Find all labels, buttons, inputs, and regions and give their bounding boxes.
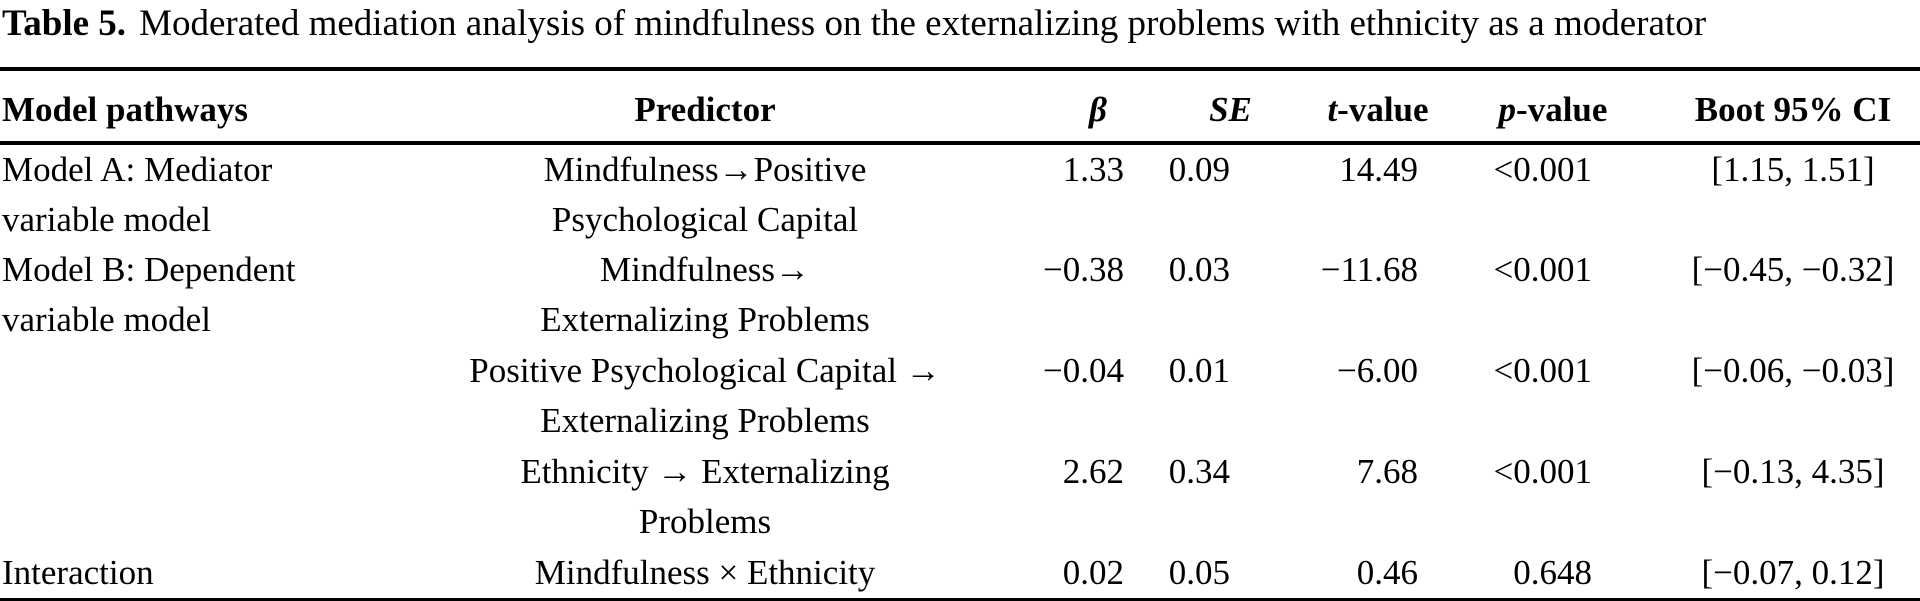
cell-predictor: Mindfulness→Positive Psychological Capit… [415, 143, 995, 245]
cell-pathway: Model A: Mediator variable model [0, 143, 415, 245]
results-table: Model pathways Predictor β SE t-value p-… [0, 67, 1920, 601]
pathway-line-2: variable model [2, 300, 211, 339]
cell-predictor: Positive Psychological Capital → Externa… [415, 346, 995, 447]
cell-beta: −0.38 [1043, 250, 1124, 289]
table-row: Ethnicity → Externalizing Problems 2.62 … [0, 447, 1920, 548]
col-header-t-value: t-value [1260, 69, 1440, 145]
cell-boot-ci: [−0.13, 4.35] [1701, 452, 1885, 491]
col-header-se: SE [1145, 69, 1260, 145]
cell-boot-ci: [−0.45, −0.32] [1691, 250, 1895, 289]
col-header-boot-ci: Boot 95% CI [1610, 69, 1920, 145]
table-caption-label: Table 5. [2, 3, 127, 44]
table-row: Model B: Dependent variable model Mindfu… [0, 245, 1920, 346]
header-row: Model pathways Predictor β SE t-value p-… [0, 69, 1920, 145]
table-row: Positive Psychological Capital → Externa… [0, 346, 1920, 447]
cell-se: 0.05 [1168, 553, 1230, 592]
col-header-p-value: p-value [1440, 69, 1610, 145]
table-row: Interaction Mindfulness × Ethnicity 0.02… [0, 548, 1920, 601]
col-header-model-pathways: Model pathways [0, 69, 415, 145]
predictor-line-2: Externalizing Problems [540, 300, 870, 339]
table-caption-text: Moderated mediation analysis of mindfuln… [139, 3, 1707, 44]
cell-pathway: Interaction [0, 548, 415, 601]
cell-p-value: <0.001 [1493, 452, 1593, 491]
cell-boot-ci: [1.15, 1.51] [1711, 150, 1875, 189]
p-value-italic-p: p [1498, 90, 1517, 129]
cell-p-value: <0.001 [1493, 351, 1593, 390]
cell-t-value: 0.46 [1356, 553, 1418, 592]
pathway-line-1: Model B: Dependent [2, 250, 296, 289]
predictor-line-1: Mindfulness→Positive [543, 150, 867, 189]
cell-t-value: 7.68 [1356, 452, 1418, 491]
cell-beta: −0.04 [1043, 351, 1124, 390]
col-header-predictor: Predictor [415, 69, 995, 145]
cell-t-value: 14.49 [1339, 150, 1418, 189]
cell-se: 0.03 [1168, 250, 1230, 289]
predictor-line-1: Positive Psychological Capital → [469, 351, 941, 390]
cell-beta: 1.33 [1062, 150, 1124, 189]
cell-pathway [0, 346, 415, 447]
predictor-line-1: Mindfulness→ [600, 250, 810, 289]
cell-se: 0.01 [1168, 351, 1230, 390]
cell-p-value: <0.001 [1493, 150, 1593, 189]
predictor-line-2: Externalizing Problems [540, 401, 870, 440]
pathway-line-1: Model A: Mediator [2, 150, 273, 189]
predictor-line-2: Problems [638, 502, 772, 541]
t-value-suffix: -value [1337, 90, 1429, 129]
table-row: Model A: Mediator variable model Mindful… [0, 143, 1920, 245]
cell-boot-ci: [−0.07, 0.12] [1701, 553, 1885, 592]
cell-p-value: <0.001 [1493, 250, 1593, 289]
cell-se: 0.34 [1168, 452, 1230, 491]
cell-t-value: −6.00 [1337, 351, 1418, 390]
cell-p-value: 0.648 [1513, 553, 1592, 592]
cell-predictor: Mindfulness→ Externalizing Problems [415, 245, 995, 346]
pathway-line-1: Interaction [2, 553, 154, 592]
table-caption: Table 5. Moderated mediation analysis of … [2, 2, 1920, 46]
col-header-beta: β [995, 69, 1145, 145]
p-value-suffix: -value [1516, 90, 1608, 129]
cell-pathway [0, 447, 415, 548]
cell-se: 0.09 [1168, 150, 1230, 189]
predictor-line-1: Ethnicity → Externalizing [520, 452, 890, 491]
predictor-line-2: Psychological Capital [551, 200, 859, 239]
cell-pathway: Model B: Dependent variable model [0, 245, 415, 346]
t-value-italic-t: t [1327, 90, 1338, 129]
predictor-line-1: Mindfulness × Ethnicity [534, 553, 876, 592]
cell-beta: 2.62 [1062, 452, 1124, 491]
cell-predictor: Mindfulness × Ethnicity [415, 548, 995, 601]
cell-predictor: Ethnicity → Externalizing Problems [415, 447, 995, 548]
cell-boot-ci: [−0.06, −0.03] [1691, 351, 1895, 390]
pathway-line-2: variable model [2, 200, 211, 239]
cell-beta: 0.02 [1062, 553, 1124, 592]
cell-t-value: −11.68 [1320, 250, 1418, 289]
